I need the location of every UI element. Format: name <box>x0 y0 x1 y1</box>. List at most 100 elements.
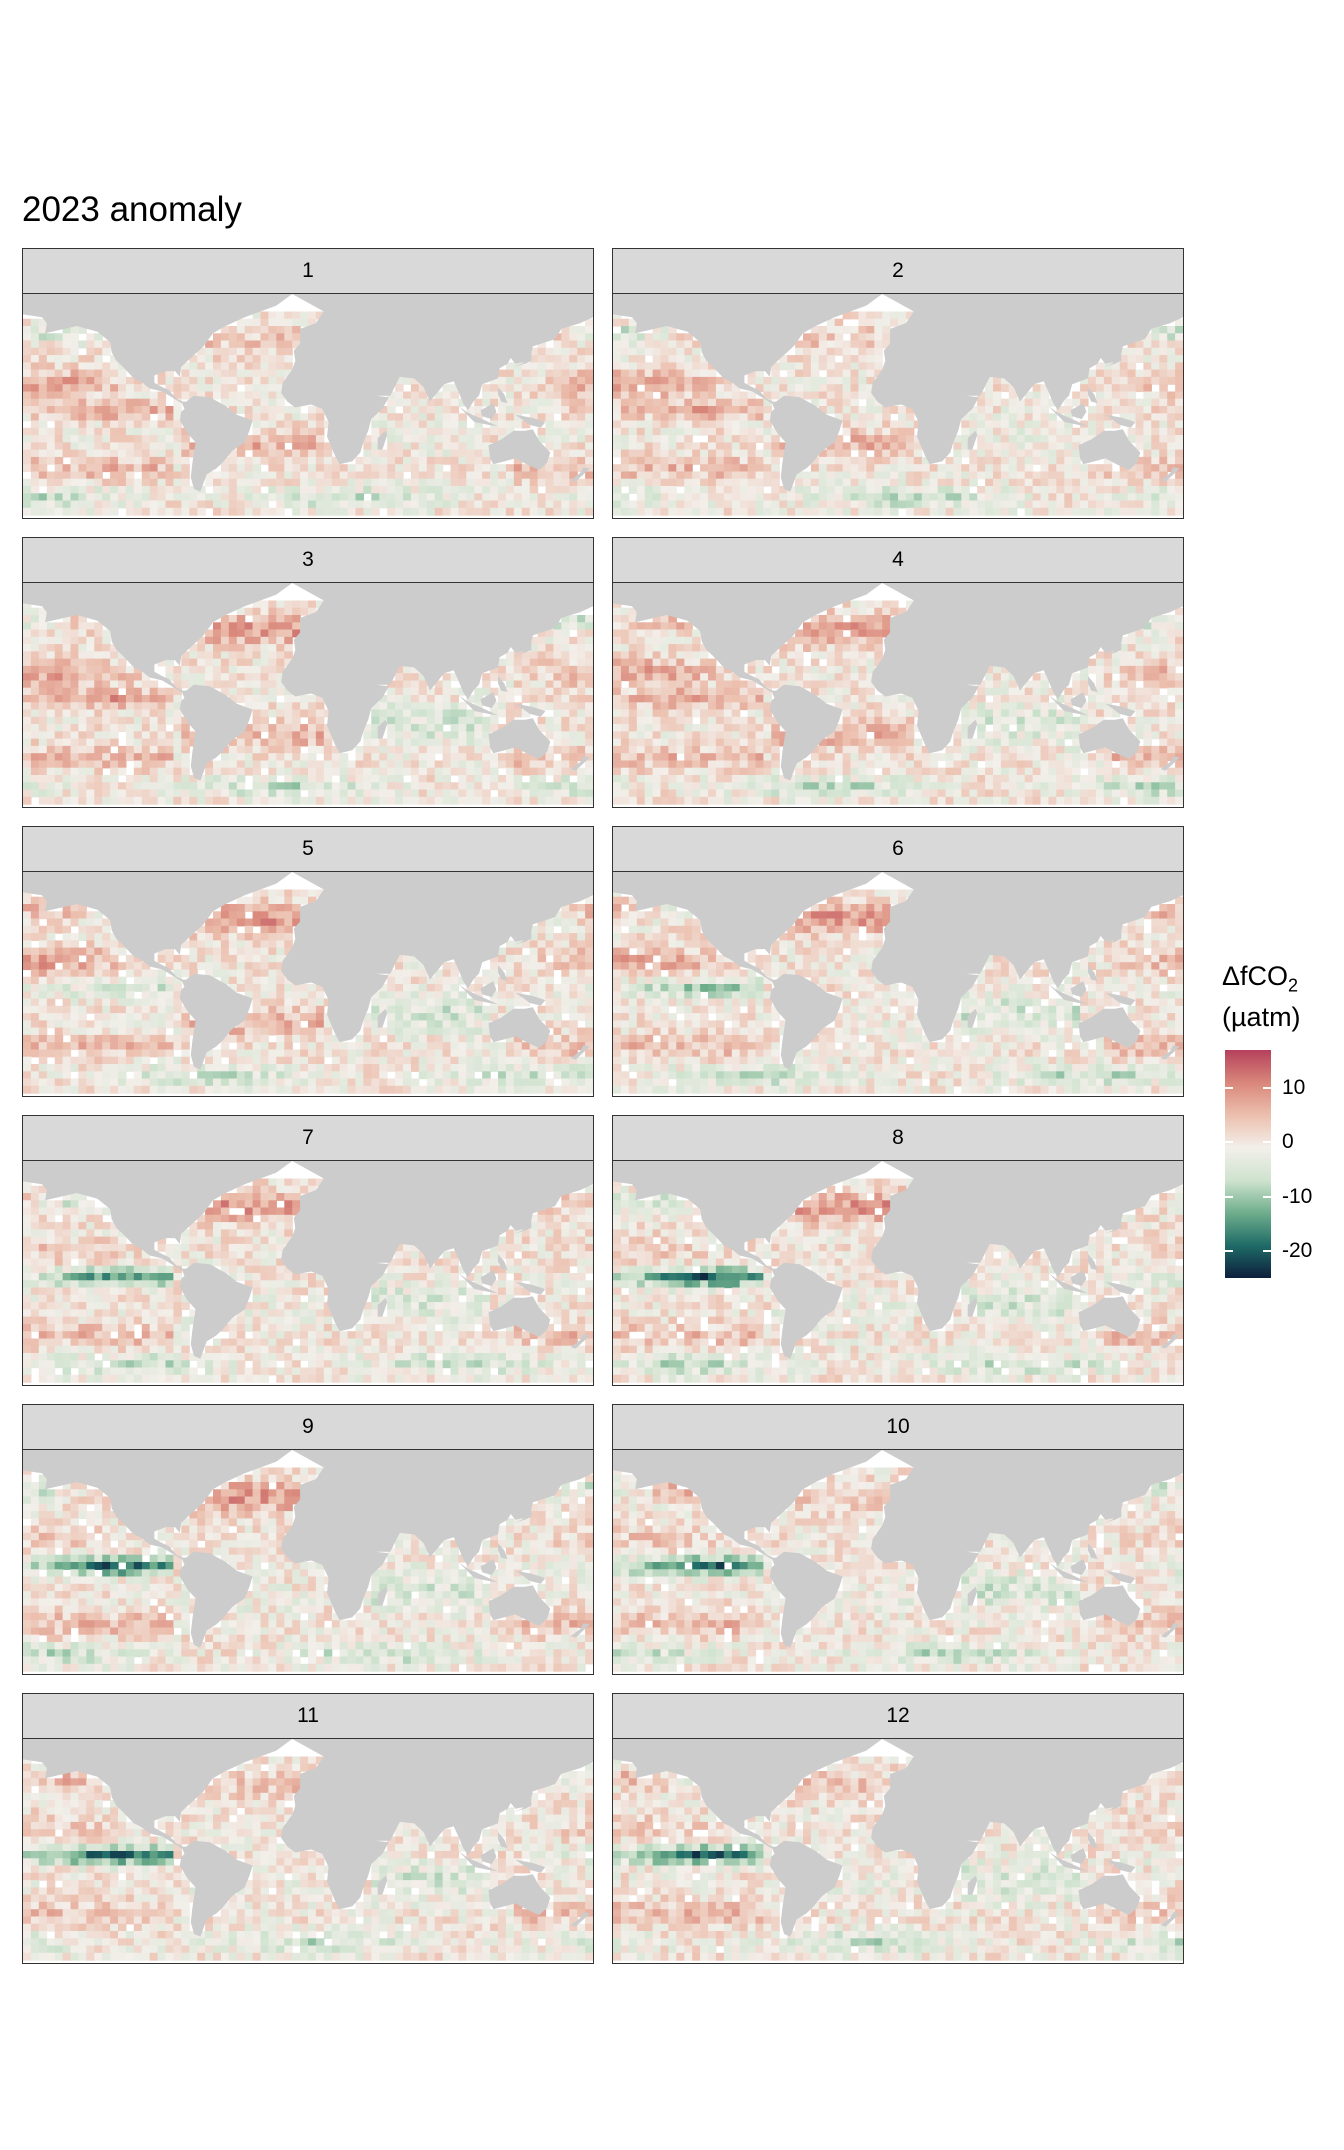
anomaly-cell <box>834 651 844 660</box>
anomaly-cell <box>94 680 103 689</box>
anomaly-cell <box>1000 486 1010 494</box>
anomaly-cell <box>315 760 325 769</box>
anomaly-cell <box>46 745 56 754</box>
anomaly-cell <box>613 658 622 667</box>
anomaly-cell <box>339 500 349 509</box>
anomaly-cell <box>993 695 1002 703</box>
anomaly-cell <box>723 687 733 696</box>
anomaly-cell <box>173 478 182 487</box>
anomaly-cell <box>684 622 693 631</box>
anomaly-cell <box>1175 658 1183 667</box>
anomaly-cell <box>545 767 554 776</box>
anomaly-cell <box>30 651 40 660</box>
anomaly-cell <box>1127 347 1137 356</box>
anomaly-cell <box>1175 673 1183 682</box>
anomaly-cell <box>1000 420 1010 429</box>
anomaly-cell <box>86 376 95 385</box>
anomaly-cell <box>644 731 654 740</box>
anomaly-cell <box>684 486 693 494</box>
anomaly-cell <box>676 376 685 385</box>
anomaly-cell <box>585 398 593 407</box>
anomaly-cell <box>620 442 630 451</box>
anomaly-cell <box>692 636 701 645</box>
anomaly-cell <box>252 680 262 689</box>
anomaly-cell <box>23 651 32 660</box>
anomaly-cell <box>1167 355 1176 363</box>
anomaly-cell <box>668 347 677 356</box>
anomaly-cell <box>403 782 412 791</box>
anomaly-cell <box>628 615 638 623</box>
anomaly-cell <box>331 507 341 516</box>
anomaly-cell <box>1088 500 1097 509</box>
anomaly-cell <box>1048 724 1057 732</box>
anomaly-cell <box>569 622 578 631</box>
anomaly-cell <box>676 636 685 645</box>
anomaly-cell <box>1080 435 1089 443</box>
anomaly-cell <box>826 738 836 747</box>
anomaly-cell <box>70 398 79 407</box>
anomaly-cell <box>513 391 523 400</box>
anomaly-cell <box>842 478 852 487</box>
anomaly-cell <box>1159 347 1168 356</box>
anomaly-cell <box>890 318 899 327</box>
anomaly-cell <box>54 782 64 791</box>
anomaly-cell <box>252 333 262 342</box>
anomaly-cell <box>561 355 570 363</box>
anomaly-cell <box>276 420 285 429</box>
anomaly-cell <box>46 687 56 696</box>
anomaly-cell <box>636 702 646 711</box>
anomaly-cell <box>795 391 804 400</box>
anomaly-cell <box>779 355 788 363</box>
anomaly-cell <box>276 636 285 645</box>
anomaly-cell <box>38 687 48 696</box>
anomaly-cell <box>660 753 669 762</box>
anomaly-cell <box>94 702 103 711</box>
anomaly-cell <box>715 435 725 443</box>
anomaly-cell <box>834 695 844 703</box>
anomaly-cell <box>434 760 444 769</box>
anomaly-cell <box>561 456 570 465</box>
anomaly-cell <box>1135 413 1144 422</box>
anomaly-cell <box>858 435 867 443</box>
anomaly-cell <box>585 760 593 769</box>
anomaly-cell <box>529 355 539 363</box>
anomaly-cell <box>410 442 420 451</box>
anomaly-cell <box>141 709 151 718</box>
anomaly-cell <box>613 493 622 502</box>
anomaly-cell <box>1008 709 1018 718</box>
anomaly-cell <box>1159 486 1168 494</box>
anomaly-cell <box>157 731 167 740</box>
anomaly-cell <box>700 665 709 674</box>
anomaly-cell <box>339 471 349 480</box>
anomaly-cell <box>771 651 780 660</box>
anomaly-cell <box>668 644 677 652</box>
anomaly-cell <box>692 507 701 516</box>
anomaly-cell <box>1000 376 1010 385</box>
anomaly-cell <box>636 716 646 725</box>
anomaly-cell <box>1000 687 1010 696</box>
anomaly-cell <box>652 709 662 718</box>
anomaly-cell <box>620 687 630 696</box>
anomaly-cell <box>236 456 246 465</box>
facet-month-3: 3 <box>22 537 594 808</box>
anomaly-cell <box>482 760 491 769</box>
anomaly-cell <box>1103 376 1113 385</box>
anomaly-cell <box>1008 687 1018 696</box>
anomaly-cell <box>660 376 669 385</box>
anomaly-cell <box>644 486 654 494</box>
anomaly-cell <box>284 724 293 732</box>
anomaly-cell <box>747 709 757 718</box>
anomaly-cell <box>1159 442 1168 451</box>
anomaly-cell <box>1040 724 1049 732</box>
anomaly-cell <box>553 500 562 509</box>
anomaly-cell <box>387 731 396 740</box>
anomaly-cell <box>1119 362 1129 371</box>
anomaly-cell <box>284 464 293 473</box>
anomaly-cell <box>1151 326 1160 334</box>
anomaly-cell <box>371 478 380 487</box>
anomaly-cell <box>826 673 836 682</box>
anomaly-cell <box>395 680 404 689</box>
anomaly-cell <box>652 629 662 638</box>
anomaly-cell <box>850 500 859 509</box>
anomaly-cell <box>1111 709 1121 718</box>
